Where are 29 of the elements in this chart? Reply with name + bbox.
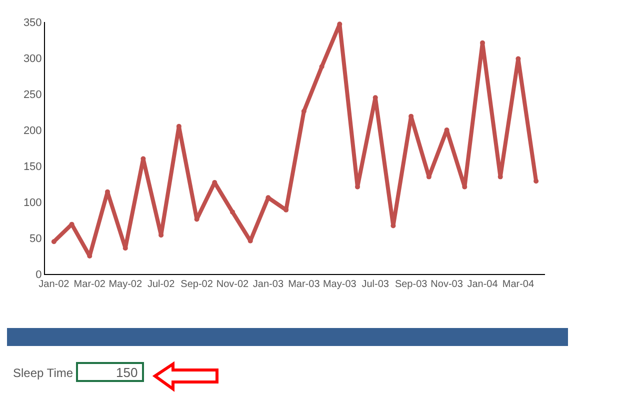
x-tick-label: Jan-03 [252, 279, 284, 290]
x-tick-label: Nov-03 [430, 279, 464, 290]
y-tick-label: 300 [23, 52, 42, 65]
x-tick-label: Jul-02 [147, 279, 176, 290]
point [51, 239, 56, 244]
text: 150 [116, 365, 138, 380]
x-tick-label: Nov-02 [216, 279, 250, 290]
x-tick-label: Sep-03 [394, 279, 428, 290]
x-tick-label: Mar-02 [74, 279, 106, 290]
point [230, 210, 235, 215]
point [301, 108, 306, 114]
y-tick-label: 200 [23, 124, 42, 137]
x-tick-label: May-02 [108, 279, 142, 290]
x-tick-label: May-03 [322, 279, 357, 290]
x-tick-label: Mar-04 [502, 279, 534, 290]
y-tick-label: 100 [23, 196, 42, 209]
point [534, 178, 539, 184]
point [319, 64, 324, 70]
x-tick-label: Jan-04 [467, 279, 498, 290]
y-tick-label: 250 [23, 88, 42, 101]
y-tick-label: 350 [23, 16, 42, 29]
text: Sleep Time [13, 366, 74, 380]
y-tick-label: 50 [30, 232, 42, 245]
x-tick-label: Sep-02 [180, 279, 214, 290]
y-tick-label: 150 [23, 160, 42, 173]
x-tick-label: Jul-03 [362, 279, 390, 290]
x-tick-label: Jan-02 [38, 279, 70, 290]
x-tick-label: Mar-03 [288, 279, 320, 290]
y-tick-label: 0 [36, 268, 42, 281]
